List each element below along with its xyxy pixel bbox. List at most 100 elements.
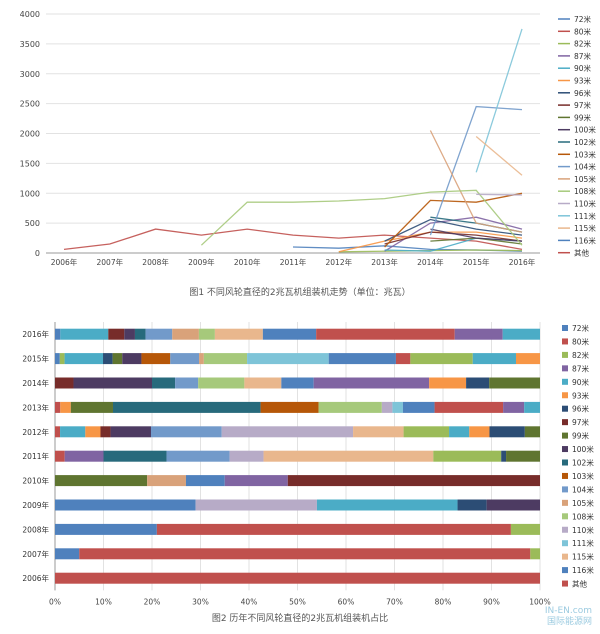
series-line: [476, 193, 523, 196]
legend-swatch: [562, 567, 568, 574]
y-tick-label: 3000: [20, 70, 40, 79]
bar-segment: [55, 401, 61, 413]
bar-segment: [263, 450, 434, 462]
legend-label: 104米: [574, 162, 596, 172]
x-tick-label: 2011年: [280, 257, 307, 267]
legend-swatch: [562, 472, 568, 479]
bar-segment: [466, 377, 490, 389]
legend-label: 102米: [572, 458, 594, 468]
legend-label: 97米: [574, 100, 592, 110]
bar-segment: [260, 401, 319, 413]
legend-swatch: [562, 459, 568, 466]
legend-label: 99米: [572, 431, 590, 441]
bar-segment: [313, 377, 430, 389]
bar-segment: [172, 328, 199, 340]
legend-label: 96米: [574, 88, 592, 98]
legend-swatch: [562, 580, 568, 587]
bar-segment: [122, 353, 142, 365]
bar-segment: [489, 426, 525, 438]
y-tick-label: 2015年: [22, 354, 49, 364]
legend-label: 108米: [574, 186, 596, 196]
x-tick-label: 2010年: [234, 257, 261, 267]
bar-segment: [59, 353, 65, 365]
bar-segment: [486, 499, 540, 511]
bar-segment: [434, 401, 504, 413]
y-tick-label: 2008年: [22, 524, 49, 534]
legend-swatch: [562, 392, 568, 399]
legend-label: 102米: [574, 137, 596, 147]
bar-segment: [198, 328, 215, 340]
bar-segment: [55, 572, 540, 584]
bar-segment: [433, 450, 502, 462]
bar-segment: [175, 377, 199, 389]
legend-label: 93米: [572, 390, 590, 400]
bar-segment: [454, 328, 503, 340]
legend-swatch: [562, 526, 568, 533]
legend-label: 97米: [572, 417, 590, 427]
x-tick-label: 60%: [338, 597, 355, 606]
bar-segment: [489, 377, 540, 389]
y-tick-label: 2013年: [22, 402, 49, 412]
legend-swatch: [562, 499, 568, 506]
bar-segment: [150, 426, 222, 438]
bar-segment: [112, 401, 261, 413]
y-tick-label: 2012年: [22, 427, 49, 437]
bar-segment: [472, 353, 516, 365]
bar-segment: [134, 328, 146, 340]
bar-segment: [152, 377, 176, 389]
legend-label: 105米: [572, 498, 594, 508]
series-line: [429, 105, 523, 236]
legend-label: 80米: [572, 336, 590, 346]
y-tick-label: 500: [25, 219, 40, 228]
legend-swatch: [562, 446, 568, 453]
legend-swatch: [562, 365, 568, 372]
bar-segment: [55, 377, 74, 389]
y-tick-label: 2000: [20, 130, 40, 139]
x-tick-label: 40%: [241, 597, 258, 606]
x-tick-label: 20%: [144, 597, 161, 606]
y-tick-label: 2006年: [22, 573, 49, 583]
x-tick-label: 2014年: [417, 257, 444, 267]
series-line: [475, 28, 523, 173]
legend-label: 82米: [574, 39, 592, 49]
bar-segment: [55, 328, 61, 340]
bar-segment: [198, 377, 245, 389]
bar-segment: [100, 426, 111, 438]
bar-segment: [156, 523, 511, 535]
legend-swatch: [562, 351, 568, 358]
legend-label: 104米: [572, 484, 594, 494]
legend-label: 111米: [572, 538, 594, 548]
series-line: [475, 136, 523, 176]
x-tick-label: 2016年: [509, 257, 536, 267]
legend-swatch: [562, 405, 568, 412]
legend-label: 80米: [574, 26, 592, 36]
y-tick-label: 2014年: [22, 378, 49, 388]
y-tick-label: 0: [35, 249, 40, 258]
y-tick-label: 3500: [20, 40, 40, 49]
x-tick-label: 80%: [435, 597, 452, 606]
bar-segment: [524, 401, 540, 413]
legend-swatch: [562, 513, 568, 520]
legend-swatch: [562, 378, 568, 385]
series-line: [63, 228, 523, 251]
bar-segment: [124, 328, 135, 340]
x-tick-label: 2008年: [142, 257, 169, 267]
legend-label: 108米: [572, 511, 594, 521]
legend-label: 111米: [574, 211, 596, 221]
legend-swatch: [562, 553, 568, 560]
bar-segment: [112, 353, 123, 365]
watermark-logo: IN-EN.com 国际能源网: [544, 606, 592, 627]
legend-label: 100米: [572, 444, 594, 454]
series-line: [384, 218, 523, 242]
bar-segment: [328, 353, 396, 365]
y-tick-label: 2500: [20, 100, 40, 109]
legend-label: 116米: [574, 235, 596, 245]
legend-label: 96米: [572, 404, 590, 414]
bar-segment: [64, 450, 104, 462]
legend-label: 103米: [574, 149, 596, 159]
legend-label: 90米: [574, 63, 592, 73]
legend-label: 110米: [572, 525, 594, 535]
series-line: [200, 189, 523, 246]
legend-swatch: [562, 540, 568, 547]
bar-segment: [70, 401, 113, 413]
